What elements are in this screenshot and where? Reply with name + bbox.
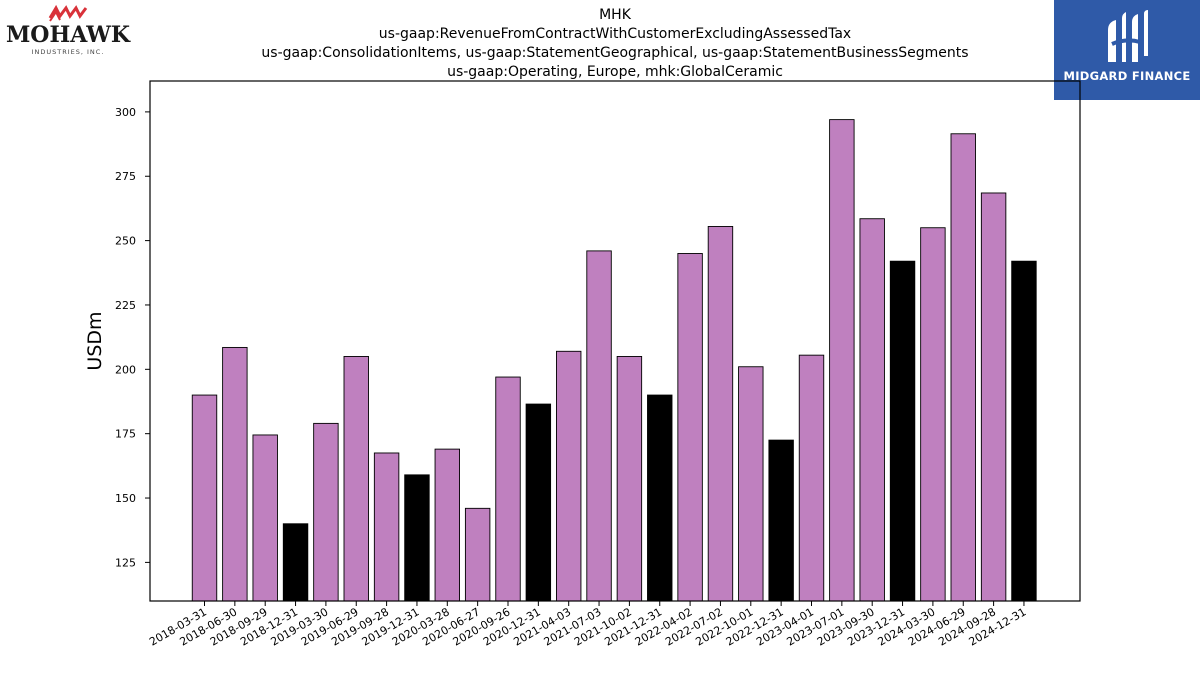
bar-2024-03-30 — [920, 227, 946, 602]
bar-2024-06-29 — [950, 133, 976, 602]
bar-2024-12-31 — [1011, 260, 1037, 602]
bar-2020-09-26 — [495, 376, 521, 602]
bar-2022-12-31 — [768, 439, 794, 602]
y-tick-label-150: 150 — [115, 492, 136, 505]
mohawk-logo-subtitle: INDUSTRIES, INC. — [31, 48, 105, 56]
y-tick-label-200: 200 — [115, 363, 136, 376]
bar-2022-10-01 — [738, 366, 764, 602]
x-axis: 2018-03-312018-06-302018-09-292018-12-31… — [147, 601, 1028, 649]
y-axis-label: USDm — [84, 311, 106, 370]
y-tick-label-225: 225 — [115, 299, 136, 312]
bar-group — [191, 119, 1037, 602]
bar-2021-12-31 — [647, 394, 673, 602]
bar-2021-04-03 — [556, 350, 582, 602]
y-axis: 125 150 175 200 225 250 275 300 — [115, 106, 150, 569]
bar-2018-06-30 — [222, 346, 248, 602]
bar-2019-12-31 — [404, 474, 430, 602]
y-tick-label-125: 125 — [115, 556, 136, 569]
bar-2018-12-31 — [282, 523, 309, 602]
bar-2018-03-31 — [191, 394, 218, 602]
bar-2022-07-02 — [707, 225, 734, 602]
mohawk-logo-word: MOHAWK — [5, 22, 131, 48]
chart-title-line-concept: us-gaap:RevenueFromContractWithCustomerE… — [378, 26, 852, 42]
y-tick-label-300: 300 — [115, 106, 136, 119]
bar-2022-04-02 — [677, 253, 703, 602]
midgard-finance-logo-text: MIDGARD FINANCE — [1063, 69, 1191, 83]
bar-2023-12-31 — [889, 260, 916, 602]
mohawk-wave-icon — [48, 4, 88, 22]
bar-2024-09-28 — [980, 192, 1007, 602]
y-tick-label-275: 275 — [115, 170, 136, 183]
bar-2020-06-27 — [464, 507, 491, 602]
plot-frame — [149, 80, 1081, 602]
y-tick-label-175: 175 — [115, 428, 136, 441]
bar-2023-04-01 — [798, 354, 825, 602]
bar-2019-09-28 — [373, 452, 400, 602]
chart-title-line-members: us-gaap:Operating, Europe, mhk:GlobalCer… — [447, 64, 783, 80]
bar-2023-09-30 — [859, 218, 885, 602]
midgard-finance-logo: MIDGARD FINANCE — [1054, 0, 1200, 100]
bar-2020-12-31 — [525, 403, 552, 602]
bar-2021-07-03 — [586, 250, 612, 602]
bar-2023-07-01 — [829, 119, 855, 602]
y-tick-label-250: 250 — [115, 235, 136, 248]
chart-title: MHK us-gaap:RevenueFromContractWithCusto… — [150, 6, 1080, 82]
bar-2018-09-29 — [252, 434, 278, 602]
chart-title-line-ticker: MHK — [599, 7, 631, 23]
bar-2019-06-29 — [343, 356, 369, 602]
chart-title-line-axes: us-gaap:ConsolidationItems, us-gaap:Stat… — [261, 45, 969, 61]
bar-2020-03-28 — [434, 448, 460, 602]
bar-2021-10-02 — [616, 356, 643, 602]
mohawk-logo: MOHAWK INDUSTRIES, INC. — [4, 4, 134, 60]
midgard-emblem-icon — [1108, 10, 1148, 62]
bar-2019-03-30 — [313, 422, 339, 602]
